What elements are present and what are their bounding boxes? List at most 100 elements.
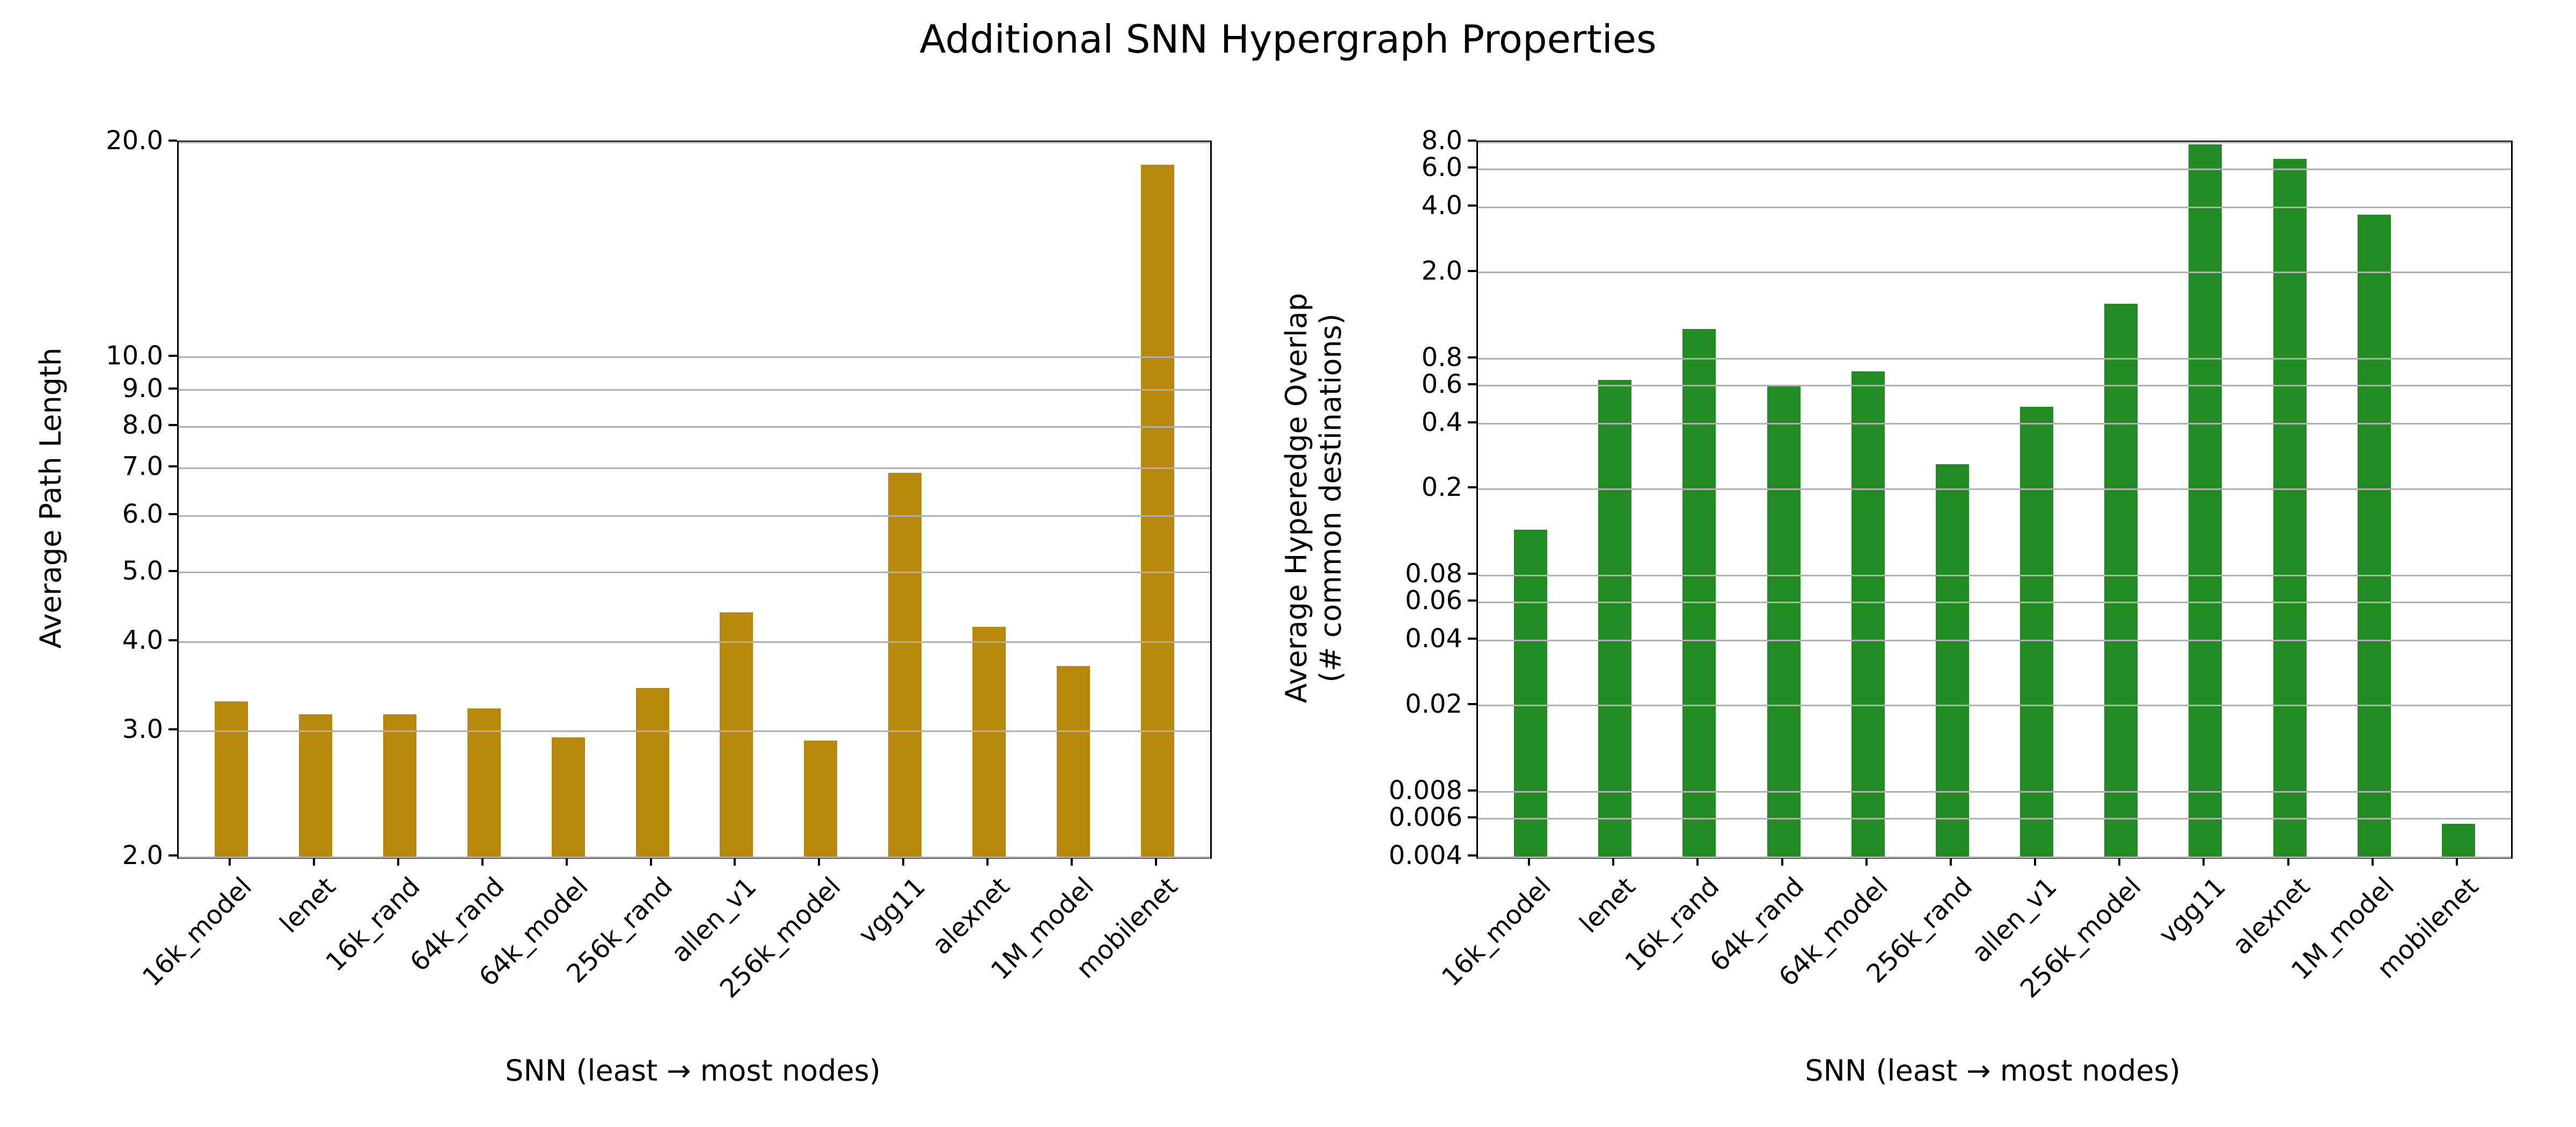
y-tick-label: 10.0: [106, 340, 163, 371]
y-tick: [1468, 421, 1476, 423]
right-y-axis-label: Average Hyperedge Overlap (# common dest…: [1279, 293, 1348, 703]
x-tick: [1071, 857, 1073, 866]
y-tick: [169, 639, 177, 642]
y-tick-label: 20.0: [106, 126, 163, 156]
left-x-axis-label: SNN (least → most nodes): [505, 1053, 881, 1088]
gridline: [1478, 272, 2511, 274]
bar-lenet: [1598, 379, 1632, 857]
gridline: [179, 389, 1210, 391]
gridline: [1478, 856, 2511, 858]
right-y-axis-label-line1: Average Hyperedge Overlap: [1279, 292, 1313, 704]
bar-allen_v1: [2020, 407, 2054, 857]
gridline: [179, 572, 1210, 574]
y-tick: [169, 465, 177, 468]
bar-vgg11: [888, 472, 922, 857]
y-tick-label: 0.06: [1405, 586, 1462, 616]
gridline: [179, 856, 1210, 858]
y-tick-label: 0.004: [1388, 840, 1462, 870]
bar-256k_model: [2104, 303, 2138, 857]
gridline: [179, 356, 1210, 358]
y-tick: [169, 424, 177, 427]
x-tick: [1781, 857, 1783, 866]
x-tick: [1612, 857, 1615, 866]
gridline: [179, 641, 1210, 643]
bar-64k_model: [551, 737, 585, 857]
bar-1M_model: [2357, 215, 2391, 857]
x-tick: [902, 857, 905, 866]
y-tick-label: 0.2: [1421, 472, 1462, 503]
gridline: [1478, 639, 2511, 641]
y-tick: [169, 513, 177, 516]
y-tick-label: 4.0: [122, 625, 163, 656]
y-tick: [1468, 638, 1476, 640]
y-tick-label: 8.0: [1421, 126, 1462, 156]
y-tick-label: 0.008: [1388, 775, 1462, 806]
y-tick: [1468, 486, 1476, 489]
bar-vgg11: [2189, 144, 2222, 857]
gridline: [179, 515, 1210, 517]
bar-alexnet: [972, 626, 1006, 857]
y-tick-label: 2.0: [122, 840, 163, 870]
y-tick-label: 4.0: [1421, 191, 1462, 221]
gridline: [1478, 601, 2511, 603]
y-tick: [1468, 816, 1476, 818]
bar-mobilenet: [1141, 164, 1174, 857]
y-tick-label: 8.0: [122, 410, 163, 441]
bar-alexnet: [2273, 159, 2307, 857]
gridline: [1478, 206, 2511, 208]
left-y-axis-label: Average Path Length: [34, 347, 68, 649]
y-tick-label: 0.6: [1421, 369, 1462, 399]
y-tick: [1468, 702, 1476, 705]
x-tick: [1865, 857, 1868, 866]
y-tick: [169, 387, 177, 390]
y-tick-label: 6.0: [1421, 152, 1462, 183]
bar-16k_rand: [1682, 328, 1716, 857]
bar-16k_model: [215, 701, 248, 857]
y-tick-label: 0.8: [1421, 342, 1462, 372]
y-tick-label: 6.0: [122, 499, 163, 530]
bar-lenet: [298, 714, 332, 857]
x-tick: [481, 857, 484, 866]
x-tick: [565, 857, 568, 866]
x-tick-label-16k_model: 16k_model: [1436, 872, 1557, 993]
gridline: [1478, 791, 2511, 793]
x-tick-label-vgg11: vgg11: [2153, 872, 2232, 950]
y-tick: [1468, 204, 1476, 207]
bar-1M_model: [1057, 666, 1091, 857]
gridline: [179, 730, 1210, 732]
y-tick-label: 5.0: [122, 555, 163, 586]
gridline: [179, 426, 1210, 428]
y-tick-label: 0.08: [1405, 559, 1462, 589]
x-tick-label-lenet: lenet: [274, 872, 342, 939]
x-tick: [1155, 857, 1157, 866]
x-tick: [312, 857, 315, 866]
bar-256k_rand: [635, 687, 669, 857]
bar-64k_rand: [467, 708, 501, 857]
x-tick: [1528, 857, 1530, 866]
gridline: [1478, 385, 2511, 387]
gridline: [1478, 705, 2511, 707]
gridline: [1478, 423, 2511, 425]
y-tick: [1468, 854, 1476, 857]
x-tick: [734, 857, 736, 866]
x-tick-label-lenet: lenet: [1574, 872, 1641, 939]
y-tick: [1468, 573, 1476, 575]
bar-mobilenet: [2442, 823, 2475, 857]
y-tick-label: 0.4: [1421, 407, 1462, 437]
bar-256k_model: [804, 741, 838, 857]
x-tick: [649, 857, 652, 866]
x-tick: [2034, 857, 2037, 866]
x-tick: [2371, 857, 2374, 866]
gridline: [1478, 141, 2511, 143]
gridline: [1478, 818, 2511, 820]
x-tick: [2202, 857, 2205, 866]
y-tick: [169, 854, 177, 857]
bar-allen_v1: [720, 612, 753, 857]
gridline: [1478, 168, 2511, 170]
x-tick: [2287, 857, 2289, 866]
y-tick: [1468, 599, 1476, 602]
y-tick-label: 0.04: [1405, 624, 1462, 654]
y-tick-label: 7.0: [122, 451, 163, 482]
gridline: [179, 141, 1210, 143]
